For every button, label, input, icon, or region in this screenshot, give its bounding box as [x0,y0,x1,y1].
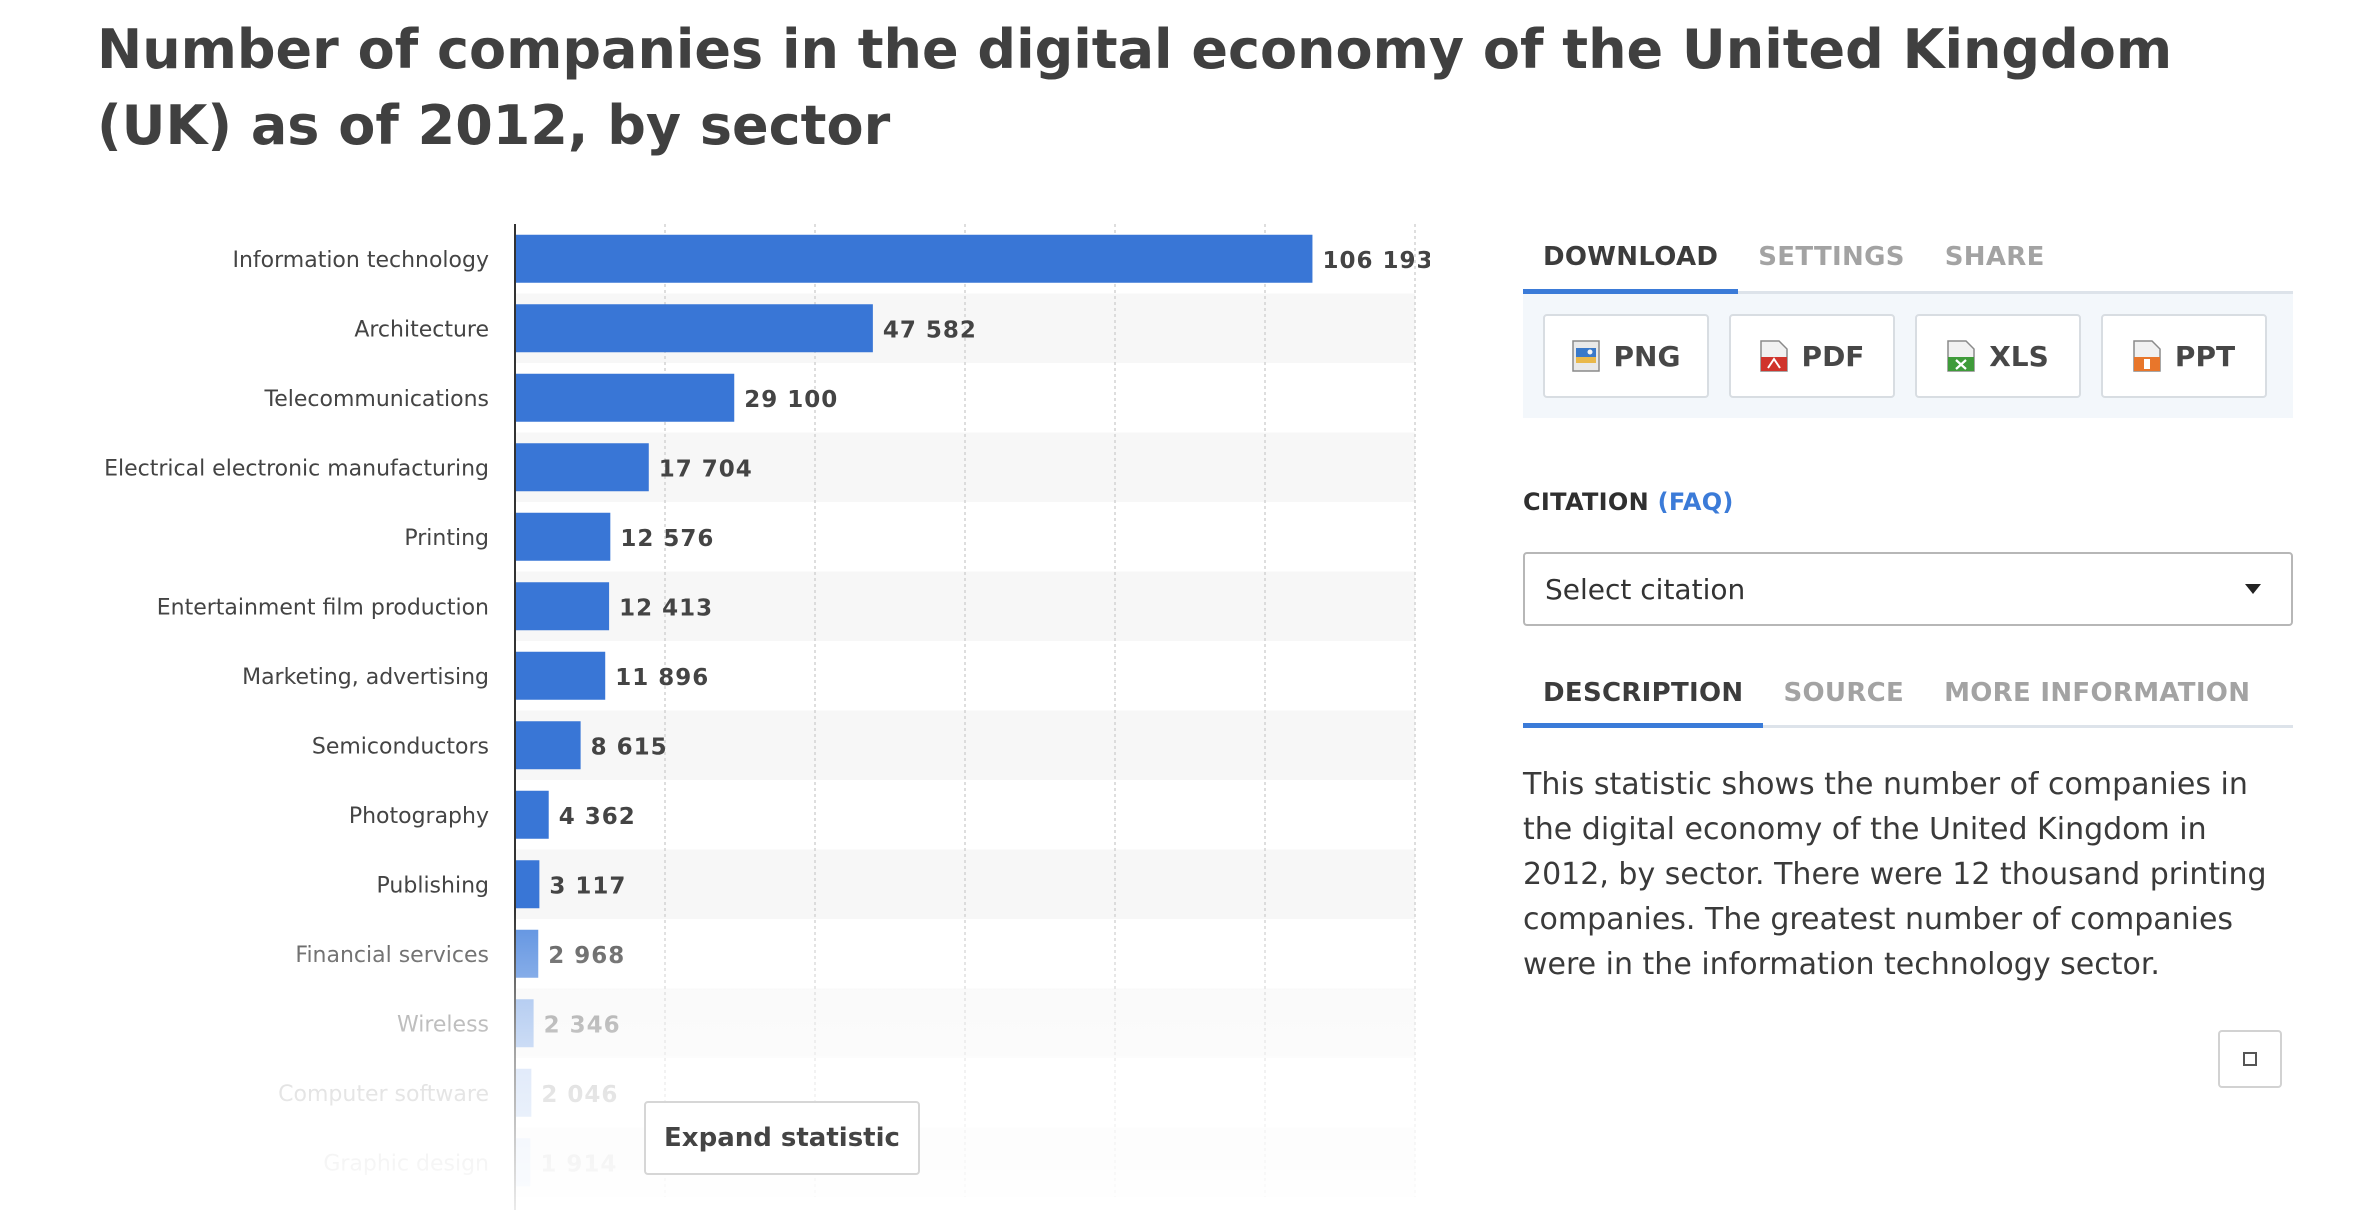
bar [516,721,581,770]
download-options: PNG PDF XLS [1523,294,2293,418]
category-label: Publishing [377,873,489,898]
value-label: 8 615 [591,734,668,760]
bar [516,373,735,422]
value-label: 2 346 [544,1012,621,1038]
category-label: Information technology [232,248,489,273]
bar [516,651,606,700]
value-label: 2 968 [548,943,625,969]
download-pdf-button[interactable]: PDF [1729,314,1895,398]
chart-svg: Information technology 106 193 Architectur… [104,224,1430,1210]
bar [516,582,610,631]
value-label: 4 362 [559,804,636,830]
bar [516,790,549,839]
square-icon [2243,1052,2257,1066]
tab-settings[interactable]: SETTINGS [1758,242,1905,272]
tab-more-information[interactable]: MORE INFORMATION [1944,678,2251,708]
ppt-file-icon [2133,340,2161,372]
bar [516,443,649,492]
citation-faq-link[interactable]: (FAQ) [1657,488,1734,516]
bar [516,929,539,978]
category-label: Photography [349,804,489,829]
description-text: This statistic shows the number of compa… [1523,767,2267,982]
value-label: 12 576 [620,526,714,552]
row-stripe [515,571,1415,641]
download-png-label: PNG [1613,339,1681,373]
value-label: 11 896 [615,665,709,691]
fullscreen-toggle-button[interactable] [2218,1030,2282,1088]
value-label: 29 100 [744,387,838,413]
tab-description[interactable]: DESCRIPTION [1523,666,1764,728]
bar [516,1138,531,1187]
info-tabs: DESCRIPTION SOURCE MORE INFORMATION [1523,666,2293,728]
category-label: Architecture [354,317,489,342]
bar [516,999,534,1048]
download-pdf-label: PDF [1801,339,1865,373]
bar [516,304,873,353]
value-label: 47 582 [883,317,977,343]
bar [516,860,540,909]
citation-label: CITATION [1523,488,1649,516]
category-label: Computer software [278,1082,489,1107]
citation-select[interactable]: Select citation [1523,552,2293,626]
value-label: 2 046 [541,1082,618,1108]
bar [516,512,611,561]
value-label: 106 193 [1322,248,1430,274]
value-label: 3 117 [549,873,626,899]
citation-heading: CITATION (FAQ) [1523,488,2293,516]
category-label: Marketing, advertising [242,665,489,690]
bar-chart: Information technology 106 193 Architectur… [0,210,1430,1220]
citation-select-value: Select citation [1545,572,1746,606]
category-label: Wireless [397,1012,489,1037]
category-label: Electrical electronic manufacturing [104,456,489,481]
download-ppt-button[interactable]: PPT [2101,314,2267,398]
download-ppt-label: PPT [2174,339,2236,373]
expand-statistic-button[interactable]: Expand statistic [644,1101,920,1175]
bar [516,1068,532,1117]
value-label: 17 704 [659,456,753,482]
xls-file-icon [1947,340,1975,372]
download-png-button[interactable]: PNG [1543,314,1709,398]
category-label: Graphic design [323,1151,489,1176]
download-xls-button[interactable]: XLS [1915,314,2081,398]
tab-source[interactable]: SOURCE [1783,678,1905,708]
value-label: 12 413 [619,595,713,621]
value-label: 1 914 [540,1151,617,1177]
bar [516,234,1313,283]
tab-download[interactable]: DOWNLOAD [1523,228,1739,294]
category-label: Entertainment film production [157,595,489,620]
pdf-file-icon [1759,340,1788,372]
download-tabs: DOWNLOAD SETTINGS SHARE [1523,228,2293,294]
caret-down-icon [2245,584,2261,594]
category-label: Printing [404,526,489,551]
png-file-icon [1571,340,1600,372]
download-xls-label: XLS [1989,339,2049,373]
category-label: Financial services [295,943,489,968]
tab-share[interactable]: SHARE [1944,242,2045,272]
side-panel: DOWNLOAD SETTINGS SHARE PNG [1523,228,2293,987]
page-title: Number of companies in the digital econo… [97,18,2173,157]
category-label: Semiconductors [312,734,489,759]
category-label: Telecommunications [264,387,489,412]
